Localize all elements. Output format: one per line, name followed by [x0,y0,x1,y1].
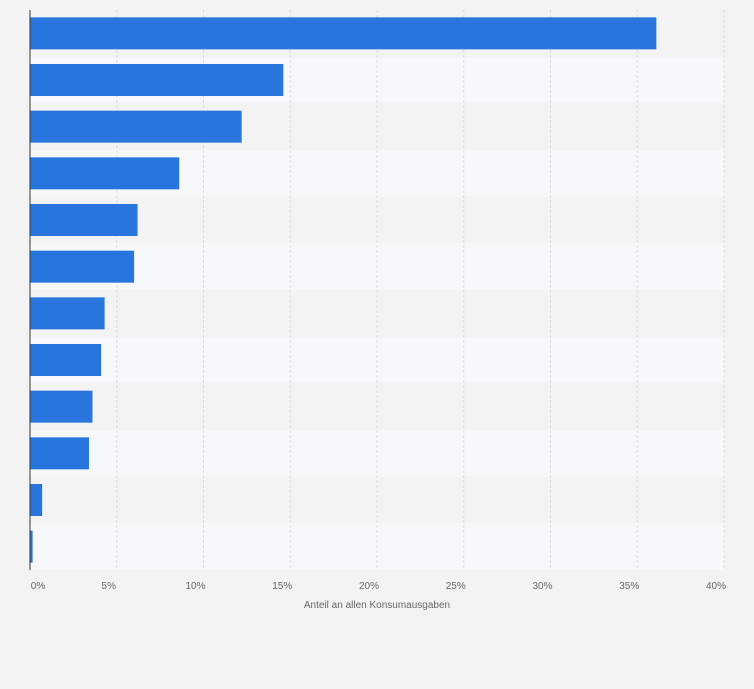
bar[interactable] [30,250,135,283]
x-tick-labels: 0% 5% 10% 15% 20% 25% 30% 35% 40% [31,581,726,592]
bars [30,17,657,563]
bar[interactable] [30,157,180,190]
bar[interactable] [30,64,284,96]
x-axis-title: Anteil an allen Konsumausgaben [304,600,450,611]
bar[interactable] [30,204,138,236]
bar[interactable] [30,297,105,330]
x-tick-label: 25% [446,581,466,592]
bar[interactable] [30,17,657,50]
x-tick-label: 15% [272,581,292,592]
x-tick-label: 5% [102,581,117,592]
bar[interactable] [30,110,242,143]
bar[interactable] [30,484,43,516]
bar[interactable] [30,437,89,470]
x-tick-label: 30% [532,581,552,592]
x-tick-label: 0% [31,581,46,592]
bar[interactable] [30,344,102,376]
x-tick-label: 10% [185,581,205,592]
bar[interactable] [30,390,93,423]
x-tick-label: 35% [619,581,639,592]
bar[interactable] [30,530,33,563]
x-tick-label: 40% [706,581,726,592]
x-tick-label: 20% [359,581,379,592]
gridlines [116,10,725,570]
